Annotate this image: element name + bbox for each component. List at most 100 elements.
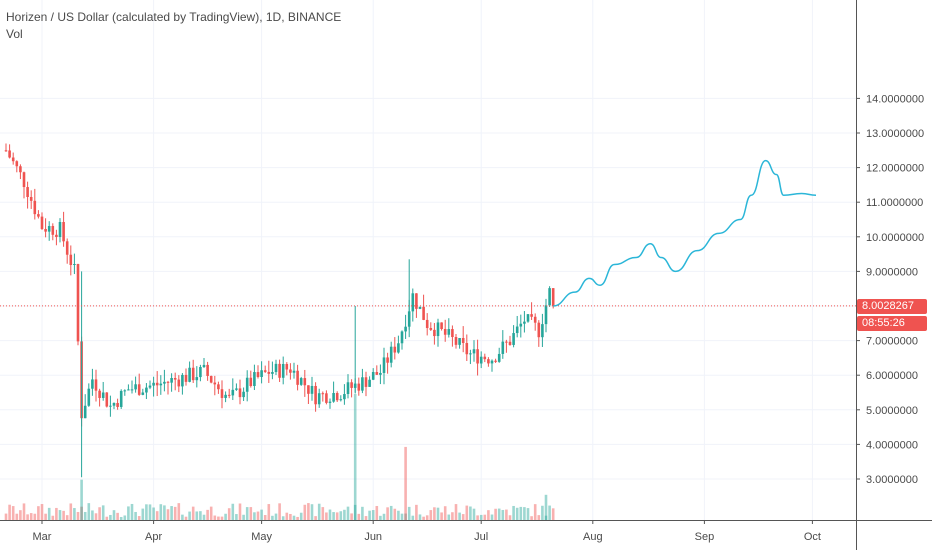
volume-bar <box>15 513 19 520</box>
candle-body <box>148 385 152 388</box>
candle-body <box>159 383 163 386</box>
candle-body <box>357 383 361 391</box>
volume-bar <box>238 503 242 520</box>
volume-bar <box>548 505 551 520</box>
candle-body <box>227 394 231 396</box>
candle-body <box>220 389 224 398</box>
volume-bar <box>353 504 357 520</box>
candle-body <box>163 381 166 384</box>
bar-countdown-tag: 08:55:26 <box>857 315 927 331</box>
candle-body <box>433 329 436 337</box>
candle-body <box>224 394 227 398</box>
last-price-tag: 8.0028267 <box>857 298 927 314</box>
candle-body <box>145 387 148 393</box>
volume-bar <box>249 507 253 520</box>
candle-body <box>112 402 116 406</box>
volume-bar <box>512 505 515 520</box>
volume-bar <box>195 511 199 520</box>
volume-spike <box>404 446 407 520</box>
x-tick-label: May <box>251 531 272 543</box>
candle-body <box>69 254 73 265</box>
volume-bar <box>101 505 105 520</box>
volume-bar <box>346 506 350 520</box>
candle-body <box>487 359 490 364</box>
x-tick-label: Aug <box>583 531 603 543</box>
volume-bar <box>137 516 141 520</box>
volume-bar <box>317 503 321 520</box>
candle-body <box>155 382 159 386</box>
volume-bar <box>407 506 411 520</box>
candle-body <box>141 392 145 395</box>
volume-label: Vol <box>6 27 23 41</box>
volume-bar <box>19 510 22 520</box>
price-axis[interactable]: 3.0000000 4.0000000 5.0000000 6.0000000 7.00… <box>856 93 924 486</box>
candle-body <box>202 364 206 368</box>
candle-body <box>364 377 368 387</box>
projection-line[interactable] <box>553 159 817 307</box>
candle-body <box>33 200 37 215</box>
y-tick-label: 13.0000000 <box>866 128 924 140</box>
candle-body <box>127 389 130 391</box>
volume-bar <box>490 514 494 520</box>
volume-bar <box>519 506 523 520</box>
candle-body <box>454 337 458 345</box>
candle-body <box>523 321 526 324</box>
candle-body <box>51 226 55 235</box>
volume-bar <box>130 503 134 520</box>
candle-body <box>307 385 310 394</box>
volume-bar <box>134 511 137 520</box>
candle-body <box>350 382 353 388</box>
candle-body <box>551 288 555 306</box>
volume-bar <box>487 510 490 520</box>
volume-bar <box>11 506 15 520</box>
volume-bar <box>285 512 289 520</box>
candle-body <box>443 328 447 335</box>
candle-body <box>292 370 296 373</box>
volume-bar <box>227 508 231 520</box>
candle-body <box>238 388 242 398</box>
volume-bar <box>533 504 537 520</box>
candle-body <box>530 314 533 317</box>
volume-bar <box>440 512 443 520</box>
volume-bar <box>242 514 245 520</box>
candle-body <box>296 370 299 385</box>
volume-bar <box>159 504 163 520</box>
candle-body <box>490 360 494 364</box>
y-tick-label: 3.0000000 <box>866 474 918 486</box>
candle-body <box>137 384 141 395</box>
volume-bar <box>91 510 94 520</box>
volume-bar <box>166 509 170 520</box>
candle-body <box>343 394 346 400</box>
candle-body <box>544 305 548 325</box>
time-axis[interactable]: Mar Apr May Jun Jul Aug Sep Oct <box>33 520 821 543</box>
volume-bar <box>148 504 152 520</box>
volume-bar <box>544 515 548 520</box>
candle-body <box>425 319 429 329</box>
volume-bar <box>217 516 220 520</box>
volume-bar <box>173 506 177 520</box>
candle-body <box>494 360 497 362</box>
candle-body <box>281 363 285 378</box>
y-tick-label: 4.0000000 <box>866 439 918 451</box>
symbol-title: Horizen / US Dollar (calculated by Tradi… <box>6 10 342 24</box>
volume-bar <box>281 516 285 520</box>
volume-bar <box>497 508 501 520</box>
volume-bar <box>267 504 271 520</box>
candle-body <box>130 389 134 391</box>
candle-body <box>393 346 397 353</box>
candle-body <box>98 390 101 398</box>
candle-body <box>22 172 26 188</box>
candle-body <box>253 372 256 386</box>
volume-bar <box>116 512 119 520</box>
candle-body <box>479 356 483 364</box>
volume-spike <box>80 479 83 520</box>
volume-bar <box>443 506 447 520</box>
volume-bar <box>526 508 530 520</box>
candle-body <box>116 402 119 407</box>
volume-bar <box>184 516 188 520</box>
candle-body <box>310 385 314 394</box>
volume-bar <box>314 516 317 520</box>
candle-body <box>199 367 202 378</box>
candle-body <box>123 390 127 392</box>
